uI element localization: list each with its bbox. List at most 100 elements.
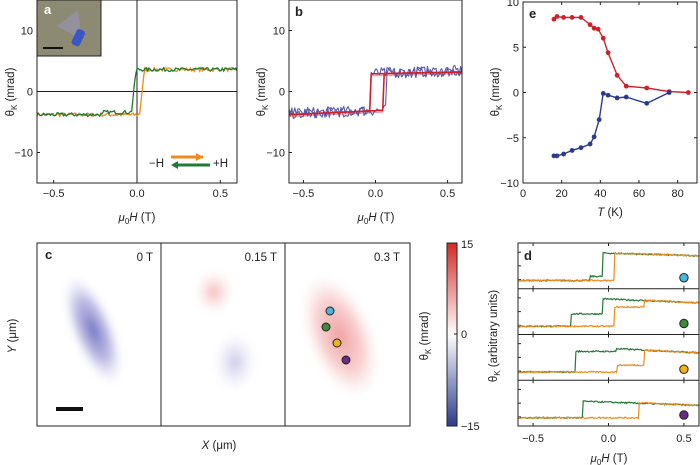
panel-c-xlabel: X (μm): [201, 440, 237, 452]
panel-a-label: a: [44, 2, 52, 17]
data-point-negative: [569, 148, 575, 153]
data-point-positive: [644, 85, 650, 91]
data-point-positive: [623, 83, 629, 89]
y-tick-label: 10: [273, 26, 285, 38]
data-point-negative: [591, 134, 597, 140]
panel-d-frame: [517, 242, 700, 427]
x-tick-label: 0.0: [368, 188, 383, 200]
data-point-negative: [666, 90, 672, 95]
panel-b-frame: [288, 0, 463, 184]
position-marker: [679, 410, 689, 420]
panel-b-label: b: [295, 4, 303, 19]
x-tick-label: 0: [520, 188, 526, 200]
data-point-positive: [578, 14, 584, 20]
x-tick-label: 0.0: [601, 433, 616, 445]
panel-a: −0.5 0.0 0.5 −10 0 10 a −H +H θK (mrad) μ0H (…: [5, 0, 238, 226]
sweep-line-up: [517, 251, 700, 283]
x-tick-label: 0.5: [676, 433, 691, 445]
position-marker-yellow: [332, 338, 342, 348]
y-tick-label: 0: [279, 87, 285, 99]
panel-a-ylabel: θK (mrad): [5, 67, 19, 116]
data-point-negative: [600, 91, 606, 96]
data-point-positive: [587, 22, 593, 28]
panel-e-label: e: [529, 6, 536, 21]
panel-b: −0.5 0.0 0.5 −10 0 10 b θK (mrad) μ0H (T): [256, 0, 463, 226]
x-tick-label: 0.0: [129, 188, 144, 200]
x-tick-label: 80: [672, 188, 684, 200]
x-tick-label: 20: [556, 188, 568, 200]
y-tick-label: −10: [266, 148, 285, 160]
panel-d: −0.5 0.0 0.5 d θK (arbitrary units) μ0H (T…: [488, 242, 700, 465]
y-tick-label: −10: [500, 178, 519, 190]
position-marker-blue: [325, 306, 335, 316]
data-point-negative: [554, 153, 560, 159]
y-tick-label: 5: [513, 42, 519, 54]
x-tick-label: −0.5: [43, 188, 65, 200]
panel-c-frame: [36, 242, 411, 427]
data-point-positive: [685, 90, 691, 95]
colorbar-tick-label: −15: [461, 421, 480, 433]
y-tick-label: 10: [21, 26, 33, 38]
position-marker: [679, 364, 689, 374]
y-tick-label: 10: [507, 0, 519, 9]
data-point-positive: [551, 16, 557, 22]
y-tick-label: −10: [14, 148, 33, 160]
panel-e-xlabel: T (K): [597, 207, 623, 219]
data-point-negative: [561, 151, 566, 157]
panel-d-ylabel: θK (arbitrary units): [488, 290, 502, 382]
arrow-left-head-icon: [171, 161, 178, 169]
panel-d-label: d: [524, 248, 532, 263]
position-marker: [679, 318, 689, 329]
data-point-positive: [605, 50, 611, 56]
series-line-model-up: [288, 71, 462, 116]
series-line-negative: [553, 91, 670, 157]
map-field-label: 0.3 T: [374, 252, 400, 264]
panel-e: 0 20 40 60 80 −10 −5 0 5 10 e θK (mrad) T (K): [490, 0, 698, 219]
data-point-positive: [614, 72, 620, 78]
panel-b-ylabel: θK (mrad): [256, 67, 270, 116]
data-point-positive: [561, 14, 566, 20]
arrow-right-head-icon: [196, 153, 203, 161]
position-marker: [679, 273, 689, 283]
data-point-positive: [595, 26, 601, 32]
panel-e-plot-area: 0 20 40 60 80 −10 −5 0 5 10: [500, 0, 697, 200]
panel-b-plot-area: −0.5 0.0 0.5 −10 0 10: [266, 26, 463, 200]
series-line-model-spread-down: [288, 73, 462, 118]
position-marker-green: [321, 322, 331, 332]
map-field-label: 0.15 T: [245, 252, 277, 264]
panel-d-xlabel: μ0H (T): [590, 453, 628, 465]
colorbar-tick-label: 15: [461, 239, 473, 251]
panel-a-legend: −H +H: [149, 153, 228, 170]
x-tick-label: 40: [594, 188, 606, 200]
data-point-positive: [554, 14, 560, 19]
map-0T: [63, 275, 123, 385]
data-point-positive: [600, 35, 606, 41]
position-marker-purple: [341, 355, 351, 365]
sweep-line-down: [517, 400, 700, 420]
data-point-negative: [644, 100, 650, 106]
panel-b-xlabel: μ0H (T): [357, 212, 395, 226]
colorbar: θK (mrad) 15 0 −15: [419, 239, 480, 433]
legend-minus-h: −H: [149, 158, 164, 170]
data-point-negative: [614, 95, 620, 101]
x-tick-label: 0.5: [440, 188, 455, 200]
data-point-positive: [569, 14, 575, 20]
x-tick-label: 0.5: [213, 188, 228, 200]
sweep-line-up: [517, 299, 700, 328]
y-tick-label: 0: [27, 87, 33, 99]
data-point-positive: [591, 25, 597, 31]
colorbar-label: θK (mrad): [419, 311, 433, 360]
flake-thick-region: [71, 29, 85, 47]
map-field-label: 0 T: [137, 252, 153, 264]
position-markers: [321, 306, 351, 365]
panel-a-inset-micrograph: a: [36, 0, 102, 57]
x-tick-label: −0.5: [522, 433, 544, 445]
series-line-down: [36, 66, 238, 118]
data-point-negative: [578, 145, 584, 151]
data-point-negative: [587, 141, 593, 147]
panel-a-frame: [36, 0, 238, 184]
panel-c-label: c: [45, 247, 52, 262]
panel-e-frame: [522, 1, 698, 184]
x-tick-label: 60: [633, 188, 645, 200]
